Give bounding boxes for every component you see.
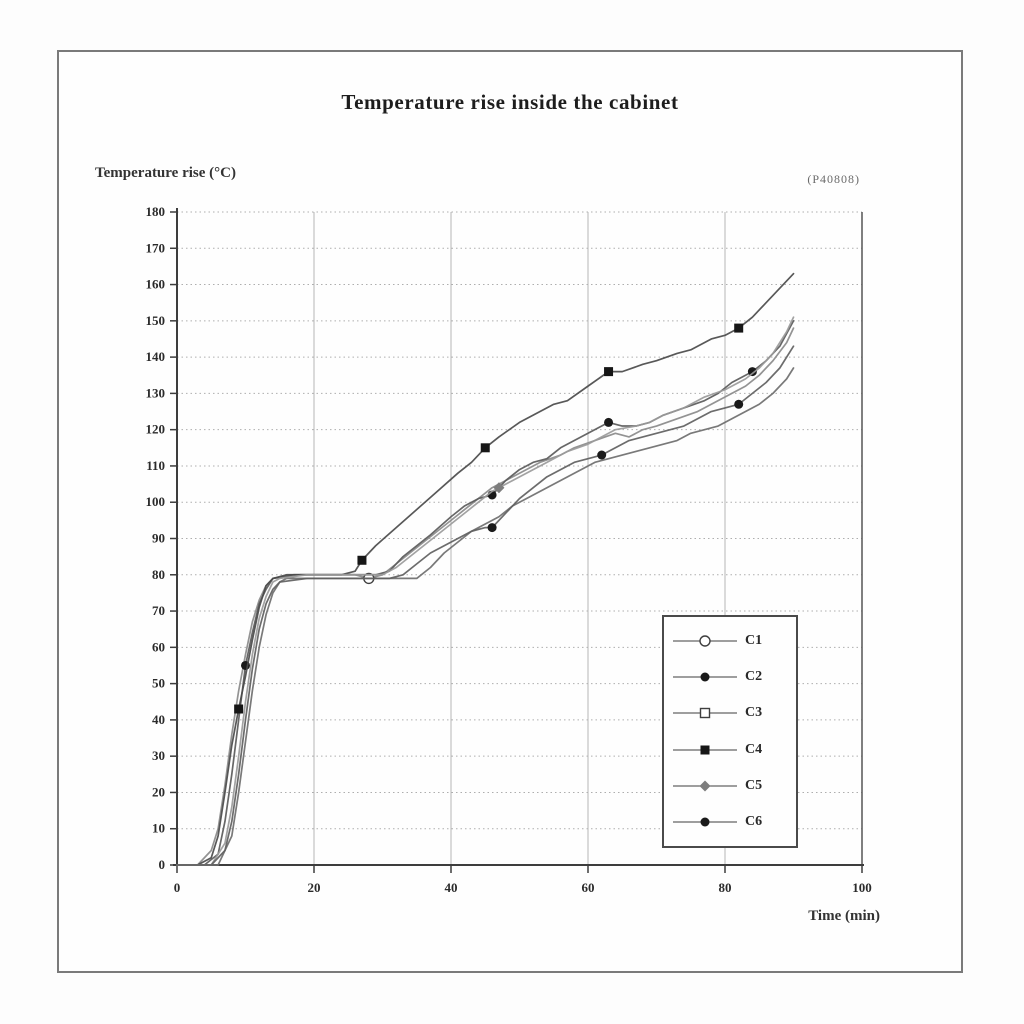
y-tick-label: 100 xyxy=(146,494,166,509)
legend-label: C6 xyxy=(745,813,763,829)
y-tick-label: 30 xyxy=(152,748,165,763)
chart-title: Temperature rise inside the cabinet xyxy=(341,90,679,114)
legend-item-C3: C3 xyxy=(672,705,788,721)
y-tick-label: 10 xyxy=(152,821,165,836)
legend-label: C3 xyxy=(745,705,763,721)
y-tick-label: 20 xyxy=(152,784,165,799)
legend-item-C2: C2 xyxy=(672,669,788,685)
series-line-C4 xyxy=(176,272,795,866)
legend-item-C6: C6 xyxy=(672,814,788,830)
x-tick-label: 100 xyxy=(852,880,872,895)
y-tick-label: 180 xyxy=(146,204,166,219)
legend-label: C1 xyxy=(745,633,763,649)
x-axis-label: Time (min) xyxy=(808,908,880,924)
x-tick-label: 0 xyxy=(174,880,181,895)
y-tick-label: 170 xyxy=(146,240,166,255)
y-tick-label: 140 xyxy=(146,349,166,364)
legend-item-C5: C5 xyxy=(672,778,788,794)
y-axis-label: Temperature rise (°C) xyxy=(95,165,236,181)
legend-marker-filled-circle-icon xyxy=(673,817,737,827)
series-line-C5 xyxy=(176,316,795,866)
legend-item-C1: C1 xyxy=(672,633,788,649)
y-tick-label: 40 xyxy=(152,712,165,727)
y-tick-label: 80 xyxy=(152,567,165,582)
y-tick-label: 70 xyxy=(152,603,165,618)
x-tick-label: 20 xyxy=(308,880,321,895)
legend-marker-filled-circle-icon xyxy=(673,672,737,682)
y-tick-label: 150 xyxy=(146,313,166,328)
y-tick-label: 160 xyxy=(146,277,166,292)
legend-label: C4 xyxy=(745,741,763,757)
legend-marker-filled-square-icon xyxy=(673,745,737,755)
x-tick-label: 40 xyxy=(445,880,458,895)
legend-marker-open-circle-icon xyxy=(673,635,737,647)
figure-code: (P40808) xyxy=(807,172,860,186)
y-tick-label: 0 xyxy=(159,857,166,872)
y-tick-label: 50 xyxy=(152,676,165,691)
legend-item-C4: C4 xyxy=(672,742,788,758)
y-tick-label: 90 xyxy=(152,530,165,545)
chart-legend: C1 C2 C3 C4 C5 C6 xyxy=(662,615,798,848)
y-tick-label: 120 xyxy=(146,422,166,437)
y-tick-label: 130 xyxy=(146,385,166,400)
y-tick-label: 60 xyxy=(152,639,165,654)
figure-border xyxy=(57,50,963,973)
series-line-C1 xyxy=(176,327,795,866)
legend-marker-open-square-icon xyxy=(673,708,737,719)
series-line-C3 xyxy=(176,367,795,866)
x-tick-label: 80 xyxy=(719,880,732,895)
legend-marker-filled-diamond-icon xyxy=(673,780,737,792)
legend-label: C5 xyxy=(745,777,763,793)
x-tick-label: 60 xyxy=(582,880,595,895)
legend-label: C2 xyxy=(745,669,763,685)
y-tick-label: 110 xyxy=(146,458,165,473)
